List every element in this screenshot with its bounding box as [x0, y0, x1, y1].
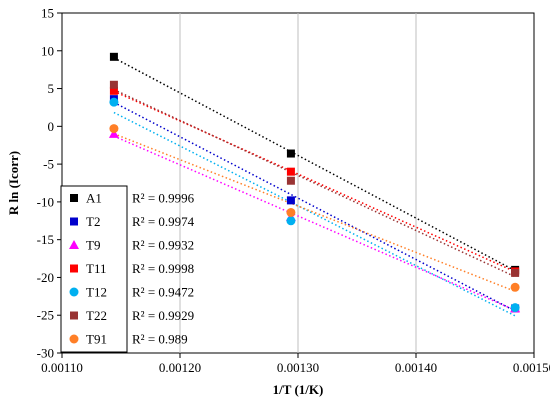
y-tick-label: 15 [41, 6, 54, 21]
legend-marker-t91 [69, 334, 79, 344]
trendline-t9 [113, 135, 516, 311]
data-point-t22 [109, 80, 118, 89]
y-tick-label: -30 [37, 346, 54, 361]
data-point-t12 [109, 97, 119, 107]
data-points [108, 52, 521, 313]
data-point-t12 [286, 216, 296, 226]
trendlines [113, 57, 516, 317]
trendline-t12 [113, 111, 516, 317]
legend-label-t11: T11 [86, 261, 106, 276]
legend-marker-t22 [70, 311, 78, 320]
legend-label-a1: A1 [86, 191, 102, 206]
x-tick-label: 0.00130 [277, 360, 319, 375]
data-point-t9 [108, 128, 119, 138]
legend-marker-a1 [70, 194, 78, 202]
r-squared-label-t22: R² = 0.9929 [132, 308, 194, 323]
r-squared-label-t2: R² = 0.9974 [132, 214, 195, 229]
x-tick-label: 0.00110 [41, 360, 83, 375]
trendline-t22 [113, 88, 516, 278]
data-point-t11 [109, 86, 118, 95]
trendline-t2 [113, 101, 516, 312]
legend-label-t9: T9 [86, 238, 100, 253]
y-tick-label: -5 [43, 157, 54, 172]
gridlines [179, 13, 417, 353]
legend-label-t22: T22 [86, 308, 107, 323]
legend-label-t12: T12 [86, 285, 107, 300]
y-tick-label: -25 [37, 308, 54, 323]
r-squared-labels: R² = 0.9996 R² = 0.9974 R² = 0.9932 R² = 0.… [132, 191, 195, 347]
trendline-t11 [113, 90, 516, 273]
legend-marker-t11 [70, 264, 78, 273]
data-point-a1 [286, 149, 295, 158]
y-tick-label: 5 [48, 81, 55, 96]
data-point-t91 [510, 282, 520, 292]
y-tick-labels: -30 -25 -20 -15 -10 -5 0 5 10 15 [37, 6, 54, 361]
r-squared-label-a1: R² = 0.9996 [132, 191, 195, 206]
r-squared-label-t91: R² = 0.989 [132, 332, 188, 347]
legend-marker-t12 [69, 287, 79, 297]
data-point-t91 [109, 124, 119, 134]
r-squared-label-t12: R² = 0.9472 [132, 285, 194, 300]
x-tick-label: 0.00140 [395, 360, 437, 375]
data-point-t2 [286, 196, 295, 205]
data-point-t22 [286, 176, 295, 185]
legend-marker-t2 [70, 217, 78, 226]
r-squared-label-t11: R² = 0.9998 [132, 261, 194, 276]
x-axis-title: 1/T (1/K) [273, 382, 324, 397]
legend-marker-t9 [69, 240, 79, 249]
y-tick-label: 0 [48, 119, 55, 134]
x-tick-label: 0.00150 [513, 360, 550, 375]
legend-label-t91: T91 [86, 332, 107, 347]
data-point-t91 [286, 207, 296, 217]
x-tick-label: 0.00120 [159, 360, 201, 375]
y-tick-label: -20 [37, 270, 54, 285]
data-point-t22 [511, 268, 520, 277]
data-point-t11 [286, 167, 295, 176]
y-tick-label: -15 [37, 232, 54, 247]
legend: A1 T2 T9 T11 T12 T22 T91 [60, 185, 128, 353]
y-tick-label: 10 [41, 43, 54, 58]
r-squared-label-t9: R² = 0.9932 [132, 238, 194, 253]
legend-label-t2: T2 [86, 214, 100, 229]
data-point-a1 [109, 52, 118, 61]
x-tick-labels: 0.00110 0.00120 0.00130 0.00140 0.00150 [41, 360, 550, 375]
data-point-t12 [510, 303, 520, 313]
y-tick-label: -10 [37, 194, 54, 209]
y-axis-title: R ln (Icorr) [6, 151, 21, 215]
